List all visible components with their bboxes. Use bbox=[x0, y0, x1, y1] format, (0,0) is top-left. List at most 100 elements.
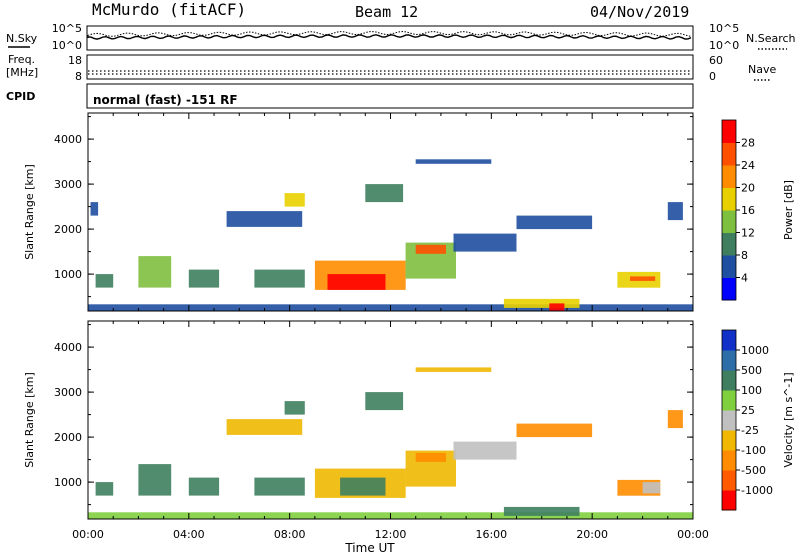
power-colorbar-label-6: 28 bbox=[741, 137, 755, 150]
velocity-patch-5 bbox=[284, 401, 305, 415]
station-title: McMurdo (fitACF) bbox=[92, 0, 246, 19]
velocity-patch-12 bbox=[415, 367, 492, 372]
noise-traces bbox=[87, 30, 692, 40]
nsearch-label: N.Search bbox=[746, 32, 796, 45]
power-colorbar-label-0: 4 bbox=[741, 272, 748, 285]
velocity-colorbar-segment-0 bbox=[722, 490, 736, 511]
power-patch-12 bbox=[365, 184, 404, 203]
velocity-patch-11 bbox=[365, 392, 404, 411]
power-colorbar-label-4: 20 bbox=[741, 182, 755, 195]
velocity-patch-8 bbox=[340, 477, 386, 496]
velocity-patch-10 bbox=[415, 452, 446, 462]
cpid-panel bbox=[86, 83, 694, 109]
power-patch-17 bbox=[549, 303, 565, 311]
power-colorbar-segment-6 bbox=[722, 142, 736, 166]
time-tick-label-4: 16:00 bbox=[475, 528, 507, 541]
velocity-colorbar-segment-7 bbox=[722, 350, 736, 371]
power-colorbar-label-3: 16 bbox=[741, 204, 755, 217]
nave-tick-bottom: 0 bbox=[709, 70, 716, 83]
power-patch-3 bbox=[138, 256, 172, 288]
power-colorbar-segment-5 bbox=[722, 165, 736, 188]
power-patch-9 bbox=[327, 274, 386, 290]
velocity-patch-6 bbox=[254, 477, 305, 496]
power-panel: 1000 2000 3000 4000 Slant Range [km] 4 8 12 16 20… bbox=[23, 112, 795, 312]
velocity-patch-13 bbox=[453, 441, 517, 460]
velocity-data-marks bbox=[88, 367, 693, 519]
velocity-colorbar-frame bbox=[721, 329, 737, 511]
velocity-colorbar-title: Velocity [m s^-1] bbox=[782, 372, 795, 467]
velocity-colorbar-label-6: -500 bbox=[741, 464, 766, 477]
time-tick-label-2: 08:00 bbox=[274, 528, 306, 541]
velocity-ytick-label-3: 4000 bbox=[54, 341, 82, 354]
power-colorbar-segment-4 bbox=[722, 187, 736, 211]
nave-label: Nave bbox=[748, 63, 776, 76]
velocity-patch-4 bbox=[226, 419, 303, 435]
power-colorbar-segment-3 bbox=[722, 210, 736, 233]
velocity-patch-17 bbox=[642, 482, 661, 494]
power-patch-20 bbox=[667, 202, 683, 221]
freq-tick-bottom: 8 bbox=[75, 70, 82, 83]
velocity-colorbar-label-3: 25 bbox=[741, 404, 755, 417]
velocity-patch-1 bbox=[95, 482, 114, 496]
power-ytick-label-2: 3000 bbox=[54, 178, 82, 191]
power-ytick-label-1: 2000 bbox=[54, 223, 82, 236]
power-ylabel: Slant Range [km] bbox=[23, 164, 36, 260]
velocity-patch-15 bbox=[503, 506, 580, 516]
power-ytick-label-0: 1000 bbox=[54, 268, 82, 281]
velocity-colorbar-segment-6 bbox=[722, 370, 736, 391]
power-colorbar-segment-1 bbox=[722, 255, 736, 278]
velocity-colorbar-label-4: -25 bbox=[741, 424, 759, 437]
velocity-colorbar-label-2: 100 bbox=[741, 384, 762, 397]
freq-panel bbox=[86, 54, 694, 80]
freq-label: Freq. bbox=[8, 53, 35, 66]
velocity-patch-2 bbox=[138, 464, 172, 496]
power-colorbar-title: Power [dB] bbox=[782, 180, 795, 240]
velocity-colorbar-label-0: 1000 bbox=[741, 344, 769, 357]
nsky-trace bbox=[87, 34, 692, 40]
power-ytick-label-3: 4000 bbox=[54, 133, 82, 146]
nsearch-tick-bottom: 10^0 bbox=[709, 39, 739, 52]
velocity-colorbar-segment-3 bbox=[722, 430, 736, 451]
velocity-panel: 1000 2000 3000 4000 Slant Range [km] 1000 500 1… bbox=[23, 320, 795, 520]
nsky-label: N.Sky bbox=[6, 32, 38, 45]
freq-unit-label: [MHz] bbox=[6, 66, 38, 79]
time-axis: 00:00 04:00 08:00 12:00 16:00 20:00 00:00 bbox=[72, 528, 709, 541]
velocity-colorbar-segment-4 bbox=[722, 410, 736, 431]
time-tick-label-3: 12:00 bbox=[375, 528, 407, 541]
power-patch-2 bbox=[90, 202, 99, 216]
power-patch-13 bbox=[415, 159, 492, 164]
nsearch-trace bbox=[87, 30, 692, 37]
beam-title: Beam 12 bbox=[355, 3, 418, 21]
velocity-patch-18 bbox=[667, 410, 683, 429]
freq-tick-top: 18 bbox=[68, 54, 82, 67]
velocity-colorbar-segment-8 bbox=[722, 330, 736, 351]
power-colorbar-segment-2 bbox=[722, 232, 736, 256]
velocity-colorbar-segment-2 bbox=[722, 450, 736, 471]
velocity-patch-3 bbox=[188, 477, 220, 496]
power-patch-6 bbox=[284, 193, 305, 207]
velocity-patch-14 bbox=[516, 423, 593, 438]
velocity-ytick-label-0: 1000 bbox=[54, 476, 82, 489]
velocity-colorbar-label-7: -1000 bbox=[741, 484, 773, 497]
nsky-tick-top: 10^5 bbox=[52, 22, 82, 35]
nave-tick-top: 60 bbox=[709, 54, 723, 67]
nsearch-tick-top: 10^5 bbox=[709, 22, 739, 35]
power-patch-11 bbox=[415, 244, 446, 254]
power-patch-14 bbox=[453, 233, 517, 252]
noise-panel bbox=[86, 25, 694, 51]
power-data-marks bbox=[88, 159, 693, 311]
time-tick-label-6: 00:00 bbox=[677, 528, 709, 541]
power-patch-4 bbox=[188, 269, 220, 288]
date-title: 04/Nov/2019 bbox=[590, 3, 689, 21]
power-patch-7 bbox=[254, 269, 305, 288]
time-tick-label-5: 20:00 bbox=[576, 528, 608, 541]
power-colorbar-label-1: 8 bbox=[741, 249, 748, 262]
power-colorbar-segment-7 bbox=[722, 120, 736, 143]
nsky-tick-bottom: 10^0 bbox=[52, 39, 82, 52]
power-patch-16 bbox=[503, 298, 580, 308]
power-colorbar-label-5: 24 bbox=[741, 159, 755, 172]
cpid-text: normal (fast) -151 RF bbox=[93, 93, 238, 107]
power-patch-15 bbox=[516, 215, 593, 230]
time-tick-label-1: 04:00 bbox=[173, 528, 205, 541]
